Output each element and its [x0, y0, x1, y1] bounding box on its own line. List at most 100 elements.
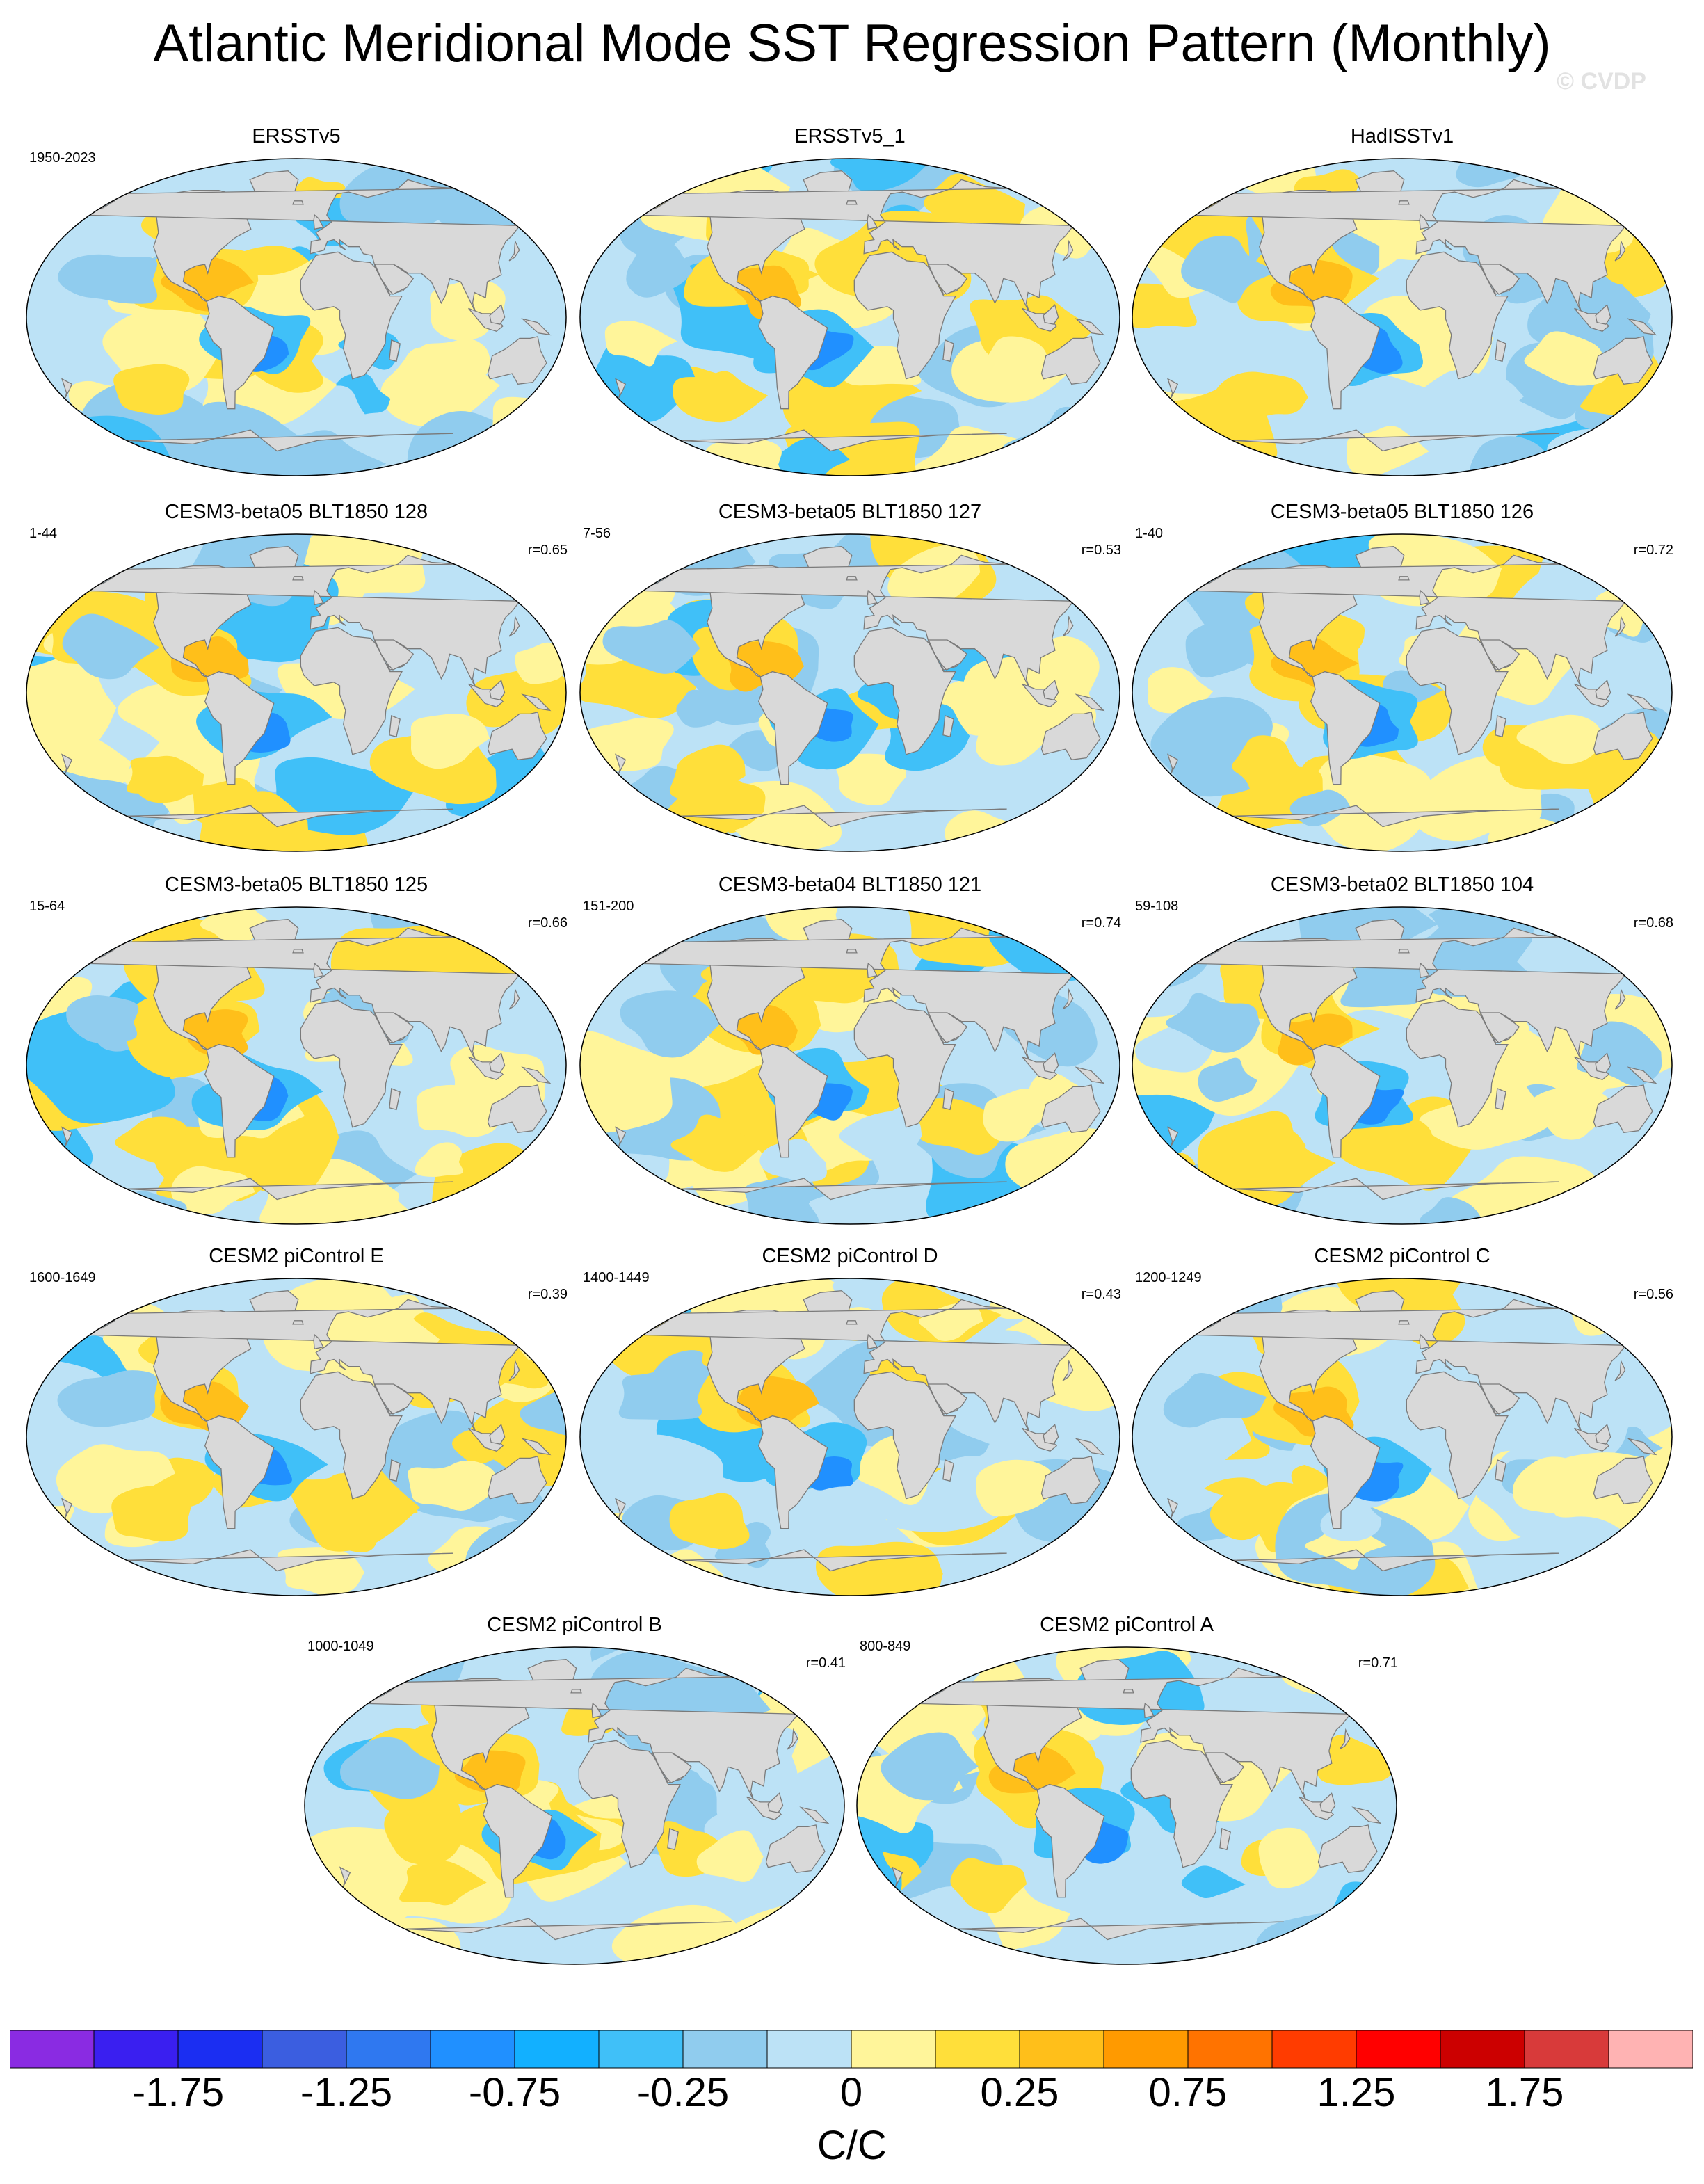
anomaly-contour — [1166, 993, 1260, 1053]
panel-period: 1600-1649 — [29, 1270, 96, 1285]
anomaly-contour — [950, 1858, 1027, 1913]
colorbar-segment — [682, 2030, 768, 2069]
land-mass — [1185, 1299, 1627, 1434]
regression-map — [579, 906, 1120, 1225]
colorbar-tick-label: 1.25 — [1317, 2070, 1396, 2115]
land-mass — [487, 1456, 547, 1504]
anomaly-contour — [307, 1918, 379, 1961]
regression-map — [1132, 1278, 1673, 1596]
land-mass — [61, 1126, 73, 1147]
land-mass — [339, 1866, 351, 1887]
land-mass — [1593, 712, 1653, 760]
land-mass — [928, 1383, 968, 1415]
land-mass — [757, 1043, 828, 1158]
colorbar-segment — [1356, 2030, 1441, 2069]
land-mass — [482, 1783, 553, 1898]
land-mass — [1062, 615, 1074, 637]
land-mass — [746, 1796, 782, 1821]
anomaly-contour — [764, 1278, 835, 1303]
map-panel: CESM3-beta02 BLT1850 104 59-108 r=0.68 — [1131, 872, 1673, 1225]
pattern-correlation: r=0.72 — [1633, 543, 1673, 558]
land-mass — [313, 214, 324, 230]
land-mass — [487, 712, 547, 760]
land-mass — [928, 264, 968, 295]
anomaly-contour — [454, 1750, 526, 1795]
anomaly-contour — [1340, 958, 1422, 1008]
land-mass — [487, 1084, 547, 1133]
land-mass — [508, 988, 520, 1010]
land-mass — [757, 671, 828, 785]
land-mass — [942, 1459, 954, 1482]
land-mass — [1398, 1320, 1410, 1325]
anomaly-contour — [339, 166, 456, 229]
colorbar-segment — [1187, 2030, 1273, 2069]
land-mass — [942, 339, 954, 362]
land-mass — [1310, 1415, 1381, 1529]
land-mass — [1495, 714, 1506, 738]
anomaly-contour — [490, 396, 566, 461]
map-border — [1132, 1278, 1673, 1596]
land-mass — [1022, 1427, 1058, 1452]
land-mass — [1398, 949, 1410, 954]
panel-title: ERSSTv5_1 — [794, 125, 906, 147]
map-border — [579, 533, 1120, 852]
map-panel: CESM2 piControl C 1200-1249 r=0.56 — [1131, 1244, 1673, 1596]
land-mass — [1406, 251, 1509, 380]
land-mass — [846, 949, 858, 954]
land-mass — [357, 1667, 799, 1803]
land-mass — [846, 1320, 858, 1325]
land-mass — [79, 1299, 521, 1434]
anomaly-contour — [62, 613, 160, 680]
anomaly-contour — [515, 642, 565, 684]
regression-map — [856, 1646, 1397, 1965]
land-mass — [300, 251, 403, 380]
anomaly-contour — [170, 636, 249, 682]
colorbar — [10, 2030, 1693, 2069]
anomaly-contour — [1415, 369, 1524, 426]
anomaly-contour — [399, 1861, 487, 1906]
anomaly-contour — [602, 620, 700, 674]
anomaly-contour — [669, 1493, 750, 1550]
regression-map — [579, 533, 1120, 852]
land-mass — [1398, 200, 1410, 205]
panel-title: HadISSTv1 — [1350, 125, 1454, 147]
land-mass — [292, 1320, 304, 1325]
land-mass — [1034, 1783, 1105, 1898]
land-mass — [79, 554, 521, 690]
anomaly-contour — [417, 338, 491, 390]
panel-title: CESM2 piControl D — [762, 1245, 938, 1267]
land-mass — [374, 1383, 415, 1415]
land-mass — [79, 179, 521, 314]
anomaly-contour — [28, 1552, 110, 1596]
land-mass — [508, 1359, 520, 1381]
land-mass — [1166, 753, 1179, 774]
regression-map — [579, 158, 1120, 476]
anomaly-contour — [696, 1830, 764, 1882]
land-mass — [787, 1728, 798, 1750]
land-mass — [61, 378, 73, 399]
panel-title: CESM3-beta05 BLT1850 127 — [718, 501, 982, 523]
map-panel: CESM2 piControl D 1400-1449 r=0.43 — [579, 1244, 1121, 1596]
map-border — [26, 158, 567, 476]
anomaly-contour — [910, 1098, 1001, 1155]
land-mass — [1185, 554, 1627, 690]
map-panel: ERSSTv5 1950-2023 — [25, 124, 568, 476]
land-mass — [374, 1012, 415, 1043]
anomaly-contour — [200, 907, 278, 949]
anomaly-contour — [597, 1434, 723, 1509]
land-mass — [1595, 1424, 1611, 1445]
anomaly-contour — [1287, 1647, 1389, 1686]
map-border — [26, 1278, 567, 1596]
regression-map — [1132, 158, 1673, 476]
land-mass — [867, 962, 878, 979]
land-mass — [1166, 378, 1179, 399]
anomaly-contour — [1198, 1057, 1257, 1102]
panel-title: CESM3-beta05 BLT1850 125 — [164, 874, 428, 896]
land-mass — [1310, 1043, 1381, 1158]
land-mass — [1166, 1126, 1179, 1147]
land-mass — [1022, 1056, 1058, 1081]
anomaly-contour — [1522, 1086, 1617, 1140]
land-mass — [614, 753, 627, 774]
land-mass — [1495, 339, 1506, 362]
land-mass — [521, 318, 552, 336]
